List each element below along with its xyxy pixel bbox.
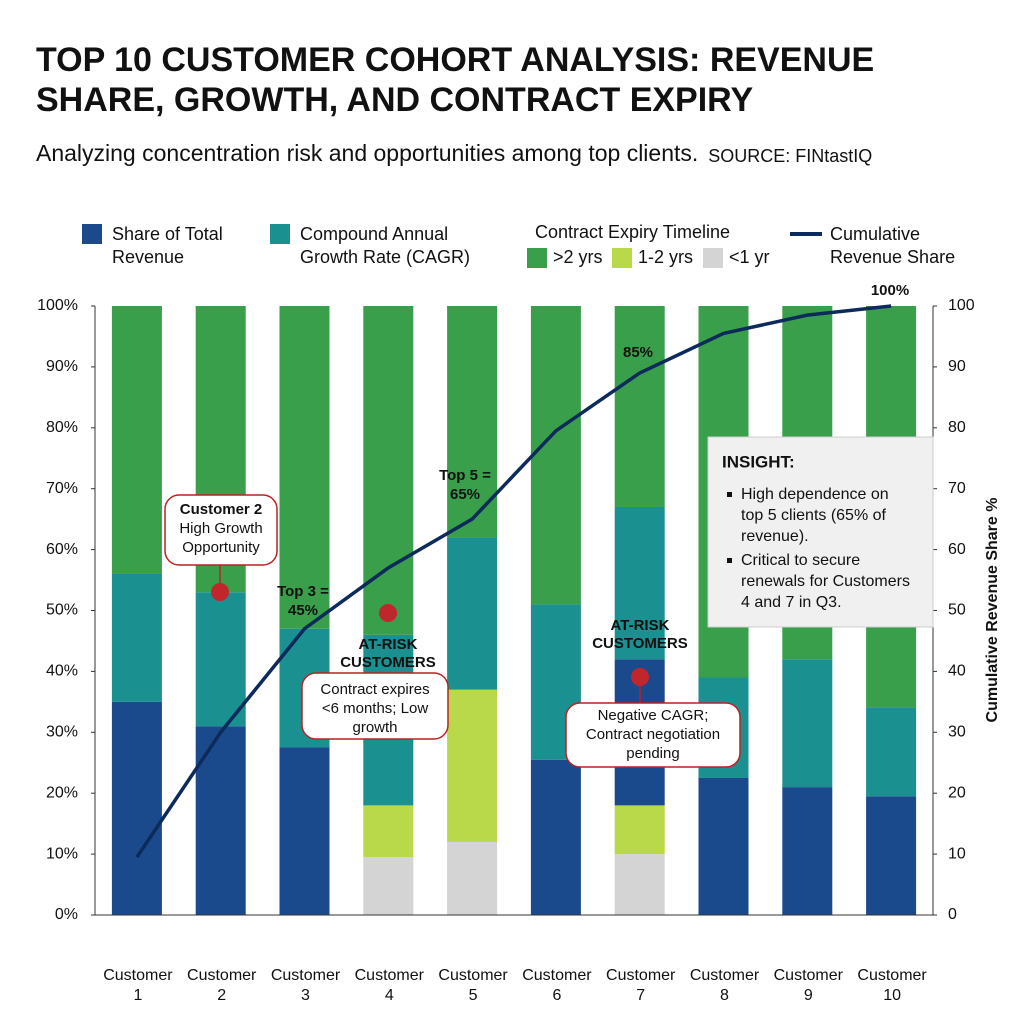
bar-segment — [614, 805, 665, 855]
cumulative-line — [135, 304, 892, 859]
callout-text: Contract expires <6 months; Low growth — [320, 681, 429, 736]
y-tick-label: 50% — [46, 602, 78, 619]
bar-segment — [111, 573, 162, 702]
y2-tick-label: 80 — [948, 419, 966, 436]
insight-box — [707, 436, 934, 628]
insight-point: High dependence on top 5 clients (65% of r… — [741, 486, 889, 545]
y2-tick-label: 10 — [948, 845, 966, 862]
y-tick-label: 80% — [46, 419, 78, 436]
y-tick-label: 0% — [55, 906, 78, 923]
bar-segment — [447, 306, 498, 538]
y2-tick-label: 30 — [948, 724, 966, 741]
legend-label: <1 yr — [729, 247, 770, 267]
y2-tick-label: 0 — [948, 906, 957, 923]
y-tick-label: 90% — [46, 358, 78, 375]
bullet — [727, 558, 732, 563]
bar-segment — [614, 854, 665, 915]
callout-title: AT-RISK CUSTOMERS — [340, 636, 436, 671]
bar-segment — [782, 787, 833, 915]
annotation: Top 3 = 45% — [277, 583, 329, 619]
callout-title: Customer 2 — [180, 501, 263, 518]
chart-title: TOP 10 CUSTOMER COHORT ANALYSIS: REVENUE… — [36, 41, 874, 119]
x-tick-label: Customer 3 — [271, 967, 341, 1004]
y-tick-label: 60% — [46, 541, 78, 558]
legend-group-title: Contract Expiry Timeline — [535, 222, 730, 242]
x-tick-label: Customer 6 — [522, 967, 592, 1004]
x-tick-label: Customer 5 — [438, 967, 508, 1004]
insight-title: INSIGHT: — [722, 452, 795, 471]
bullet — [727, 492, 732, 497]
y2-axis-label: Cumulative Revenue Share % — [984, 498, 1001, 723]
bar-segment — [447, 537, 498, 690]
y2-tick-label: 60 — [948, 541, 966, 558]
x-tick-label: Customer 1 — [103, 967, 173, 1004]
callout-box — [164, 494, 278, 566]
bar-segment — [866, 707, 917, 797]
x-tick-label: Customer 10 — [857, 967, 927, 1004]
legend-swatch — [612, 248, 632, 268]
insight-point: Critical to secure renewals for Customers… — [741, 552, 910, 611]
y2-tick-label: 40 — [948, 663, 966, 680]
bar-segment — [447, 689, 498, 842]
annotation: 85% — [623, 344, 653, 361]
bar-segment — [530, 306, 581, 605]
x-tick-label: Customer 7 — [606, 967, 676, 1004]
bar-segment — [195, 592, 246, 727]
legend-swatch — [703, 248, 723, 268]
legend-label: 1-2 yrs — [638, 247, 693, 267]
x-tick-label: Customer 8 — [690, 967, 760, 1004]
bar-segment — [363, 805, 414, 858]
legend-label: >2 yrs — [553, 247, 603, 267]
bar-segment — [111, 701, 162, 915]
legend-label: Share of Total Revenue — [112, 224, 223, 267]
subtitle: Analyzing concentration risk and opportu… — [36, 140, 698, 166]
bar-segment — [782, 659, 833, 788]
callout-box — [565, 702, 741, 768]
bar-segment — [195, 726, 246, 915]
callout-text: Negative CAGR; Contract negotiation pendin… — [586, 707, 720, 762]
legend-swatch — [270, 224, 290, 244]
legend-label: Cumulative Revenue Share — [830, 224, 955, 267]
source: SOURCE: FINtastIQ — [708, 146, 872, 166]
bar-segment — [111, 306, 162, 574]
x-tick-label: Customer 9 — [774, 967, 844, 1004]
bar-segment — [614, 506, 665, 660]
y-tick-label: 70% — [46, 480, 78, 497]
y-tick-label: 10% — [46, 845, 78, 862]
y-tick-label: 40% — [46, 663, 78, 680]
callout-text: High Growth Opportunity — [179, 520, 262, 556]
bar-segment — [363, 857, 414, 915]
callout-dot — [631, 668, 649, 686]
bar-segment — [279, 306, 330, 629]
bar-segment — [447, 841, 498, 915]
legend-swatch — [527, 248, 547, 268]
y-tick-label: 100% — [37, 297, 78, 314]
bar-segment — [363, 306, 414, 635]
x-tick-label: Customer 4 — [355, 967, 425, 1004]
y-tick-label: 20% — [46, 784, 78, 801]
legend-swatch — [82, 224, 102, 244]
bar-segment — [866, 796, 917, 915]
callout-title: AT-RISK CUSTOMERS — [592, 617, 688, 652]
y2-tick-label: 100 — [948, 297, 975, 314]
y2-tick-label: 90 — [948, 358, 966, 375]
y2-tick-label: 70 — [948, 480, 966, 497]
callout-dot — [379, 604, 397, 622]
bar-segment — [530, 759, 581, 915]
annotation: 100% — [871, 282, 909, 299]
bar-segment — [698, 777, 749, 915]
annotation: Top 5 = 65% — [439, 467, 491, 503]
y2-tick-label: 20 — [948, 784, 966, 801]
callout-dot — [211, 583, 229, 601]
callout-box — [301, 672, 449, 740]
bar-segment — [614, 306, 665, 507]
y-tick-label: 30% — [46, 724, 78, 741]
bar-segment — [279, 747, 330, 915]
x-tick-label: Customer 2 — [187, 967, 257, 1004]
y2-tick-label: 50 — [948, 602, 966, 619]
legend-label: Compound Annual Growth Rate (CAGR) — [300, 224, 470, 267]
